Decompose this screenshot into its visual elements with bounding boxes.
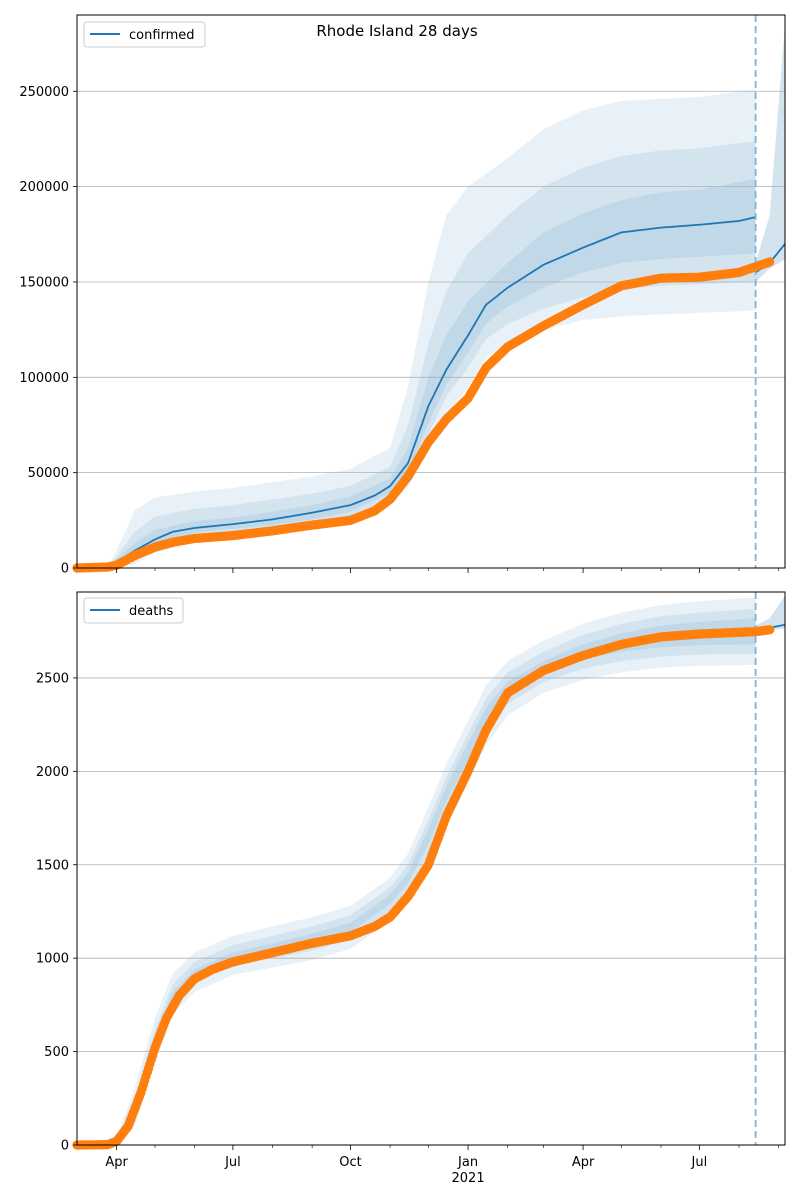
deaths-legend-label: deaths	[129, 604, 174, 619]
confirmed-axes: 0 50000 100000 150000 200000 250000	[19, 14, 786, 577]
deaths-axes: 0 500 1000 1500 2000 2500	[36, 591, 786, 1154]
confirmed-band-outer	[77, 89, 756, 569]
deaths-band-outer	[77, 597, 756, 1145]
confirmed-ytick-label: 0	[61, 562, 69, 577]
deaths-observed-points	[72, 625, 775, 1150]
deaths-axes-frame	[76, 591, 786, 1146]
x-tick-label: Jul	[224, 1155, 241, 1170]
deaths-ytick-label: 2500	[36, 671, 69, 686]
deaths-lines	[754, 592, 786, 1145]
panel-confirmed: 0 50000 100000 150000 200000 250000 confirmed	[19, 14, 786, 577]
x-tick-label: Jan	[457, 1155, 478, 1170]
deaths-legend: deaths	[83, 597, 184, 624]
confirmed-observed-points	[72, 257, 775, 573]
deaths-ytick-label: 0	[61, 1139, 69, 1154]
confirmed-model-line	[77, 216, 756, 569]
confirmed-ytick-label: 100000	[19, 371, 69, 386]
confirmed-band-middle	[77, 140, 756, 568]
deaths-ytick-label: 500	[44, 1045, 69, 1060]
x-tick-label: Apr	[105, 1155, 128, 1170]
deaths-ytick-label: 2000	[36, 765, 69, 780]
confirmed-forecast-band-inner	[755, 24, 785, 282]
deaths-forecast-band-inner	[755, 595, 785, 633]
deaths-legend-box	[83, 597, 184, 624]
confirmed-legend: confirmed	[83, 21, 206, 48]
deaths-ytick-label: 1000	[36, 952, 69, 967]
confirmed-legend-label: confirmed	[129, 28, 195, 43]
chart-title: Rhode Island 28 days	[316, 22, 477, 40]
x-year-label: 2021	[452, 1171, 485, 1186]
panel-deaths: 0 500 1000 1500 2000 2500 deaths	[36, 591, 786, 1154]
deaths-ytick-label: 1500	[36, 858, 69, 873]
deaths-uncertainty-bands	[77, 595, 785, 1145]
confirmed-ytick-label: 250000	[19, 85, 69, 100]
confirmed-uncertainty-bands	[77, 24, 785, 569]
x-tick-label: Apr	[572, 1155, 595, 1170]
confirmed-band-inner	[77, 179, 756, 568]
confirmed-ytick-label: 150000	[19, 275, 69, 290]
confirmed-ytick-label: 200000	[19, 180, 69, 195]
confirmed-forecast-band	[755, 24, 785, 282]
confirmed-observed-point	[765, 257, 775, 267]
x-axis: Apr Jul Oct Jan Apr Jul 2021	[105, 1155, 707, 1186]
deaths-forecast-band	[755, 595, 785, 633]
x-tick-label: Oct	[339, 1155, 361, 1170]
confirmed-ytick-label: 50000	[28, 466, 69, 481]
confirmed-legend-box	[83, 21, 206, 48]
confirmed-axes-frame	[76, 14, 786, 569]
x-tick-label: Jul	[691, 1155, 708, 1170]
deaths-observed-point	[765, 625, 775, 635]
